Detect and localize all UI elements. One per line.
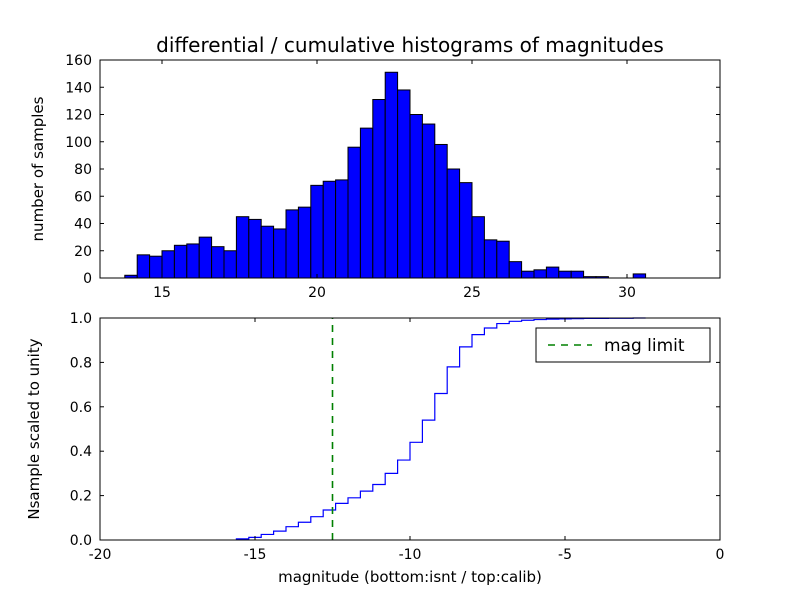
svg-text:160: 160	[65, 53, 92, 69]
legend-label: mag limit	[604, 336, 685, 356]
histogram-bar	[161, 250, 175, 279]
svg-text:-15: -15	[244, 547, 267, 563]
histogram-bar	[335, 179, 349, 279]
histogram-bar	[545, 266, 560, 279]
histogram-bar	[397, 89, 411, 279]
svg-text:-10: -10	[399, 547, 422, 563]
svg-text:-20: -20	[89, 547, 112, 563]
cumulative-step-line	[235, 317, 646, 540]
histogram-bar	[173, 244, 188, 279]
histogram-bar	[322, 180, 337, 279]
legend: mag limit	[535, 327, 711, 363]
histogram-bar	[508, 261, 523, 279]
histogram-bar	[186, 243, 200, 279]
histogram-bar	[384, 71, 399, 279]
svg-text:20: 20	[308, 285, 326, 301]
histogram-bar	[235, 216, 250, 279]
histogram-bar	[211, 246, 225, 279]
svg-text:-5: -5	[558, 547, 572, 563]
histogram-bar	[421, 123, 436, 279]
svg-text:40: 40	[74, 217, 92, 233]
histogram-bar	[558, 270, 572, 279]
histogram-bars	[124, 71, 647, 279]
histogram-bar	[198, 236, 213, 279]
histogram-bar	[521, 270, 535, 279]
histogram-bar	[347, 146, 361, 279]
chart-title: differential / cumulative histograms of …	[156, 33, 664, 57]
svg-text:0.4: 0.4	[70, 444, 92, 460]
x-axis-label-bottom: magnitude (bottom:isnt / top:calib)	[278, 568, 542, 586]
histogram-bar	[136, 254, 151, 279]
histogram-bar	[260, 225, 275, 279]
svg-text:25: 25	[463, 285, 481, 301]
svg-text:60: 60	[74, 189, 92, 205]
svg-text:0.6: 0.6	[70, 400, 92, 416]
histogram-bar	[273, 228, 287, 279]
histogram-bar	[223, 250, 237, 279]
svg-text:15: 15	[153, 285, 171, 301]
histogram-bar	[446, 168, 461, 279]
svg-text:80: 80	[74, 162, 92, 178]
histogram-bar	[372, 99, 386, 279]
histogram-bar	[483, 239, 498, 279]
svg-text:0.2: 0.2	[70, 489, 92, 505]
histogram-bar	[248, 218, 262, 279]
svg-text:140: 140	[65, 80, 92, 96]
y-axis-label-top: number of samples	[29, 96, 47, 242]
svg-text:20: 20	[74, 244, 92, 260]
svg-text:0.8: 0.8	[70, 355, 92, 371]
y-axis-label-bottom: Nsample scaled to unity	[25, 338, 43, 520]
histogram-bar	[409, 114, 423, 279]
svg-text:0.0: 0.0	[70, 533, 92, 549]
histogram-bar	[459, 182, 473, 279]
svg-text:100: 100	[65, 135, 92, 151]
histogram-bar	[570, 270, 585, 279]
histogram-bar	[434, 143, 448, 279]
histogram-bar	[359, 127, 374, 279]
axes: 15 20 25 30 0 20 40 60 80 100 120 140 160	[65, 53, 721, 301]
svg-text:1.0: 1.0	[70, 311, 92, 327]
svg-text:0: 0	[716, 547, 725, 563]
histogram-bar	[471, 216, 485, 279]
svg-text:0: 0	[83, 271, 92, 287]
histogram-bar	[149, 255, 163, 279]
histogram-bar	[310, 184, 324, 279]
histogram-bar	[297, 206, 312, 279]
histogram-bar	[533, 269, 547, 279]
histogram-bar	[632, 273, 647, 279]
histogram-bar	[285, 209, 299, 279]
svg-text:120: 120	[65, 108, 92, 124]
histogram-bar	[496, 240, 510, 279]
svg-text:30: 30	[618, 285, 636, 301]
axes: -20 -15 -10 -5 0 0.0 0.2 0.4 0.6 0.8 1.0	[70, 311, 725, 563]
